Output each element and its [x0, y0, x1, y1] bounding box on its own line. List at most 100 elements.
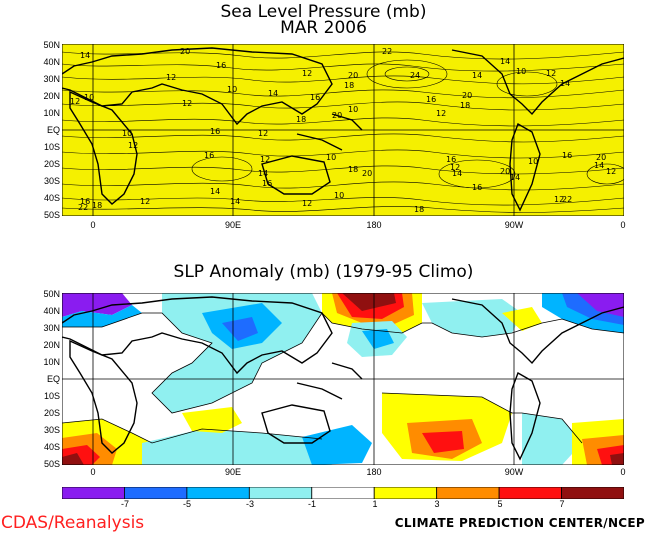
colorbar-label: 7 [559, 499, 565, 509]
contour-label: 18 [414, 205, 424, 214]
contour-label: 16 [262, 179, 272, 188]
contour-label: 14 [230, 197, 240, 206]
lat-label: 20S [43, 159, 60, 169]
lat-label: EQ [46, 374, 60, 384]
colorbar-label: -5 [182, 499, 191, 509]
contour-label: 18 [460, 101, 470, 110]
colorbar-label: 5 [497, 499, 503, 509]
contour-label: 12 [302, 199, 312, 208]
contour-label: 12 [606, 167, 616, 176]
contour-label: 10 [334, 191, 344, 200]
contour-label: 12 [140, 197, 150, 206]
contour-label: 14 [210, 187, 220, 196]
contour-label: 20 [332, 111, 342, 120]
contour-label: 12 [546, 69, 556, 78]
contour-label: 10 [227, 85, 237, 94]
contour-label: 20 [500, 167, 510, 176]
contour-label: 14 [594, 161, 604, 170]
contour-label: 12 [260, 155, 270, 164]
lat-label: 30S [43, 176, 60, 186]
lat-label: 10S [43, 391, 60, 401]
contour-label: 12 [302, 69, 312, 78]
lat-label: 30S [43, 425, 60, 435]
slp-anomaly-map [62, 293, 624, 465]
anomaly-colorbar [62, 487, 624, 499]
lat-label: 20S [43, 408, 60, 418]
contour-label: 14 [560, 79, 570, 88]
colorbar-swatch [62, 487, 125, 499]
top-map-title: Sea Level Pressure (mb) [220, 2, 427, 22]
contour-label: 22 [562, 195, 572, 204]
contour-label: 14 [452, 169, 462, 178]
lat-label: 50N [43, 289, 60, 299]
lon-label: 0 [90, 467, 96, 477]
lat-label: 40N [43, 306, 60, 316]
top-map-subtitle: MAR 2006 [280, 18, 367, 38]
contour-label: 16 [216, 61, 226, 70]
colorbar-swatch [498, 487, 562, 499]
lat-label: 50N [43, 40, 60, 50]
contour-label: 10 [528, 157, 538, 166]
lon-label: 0 [90, 220, 96, 230]
contour-label: 12 [166, 73, 176, 82]
lon-label: 90W [504, 467, 524, 477]
lon-label: 0 [620, 220, 626, 230]
colorbar-label: -7 [120, 499, 129, 509]
contour-label: 20 [348, 71, 358, 80]
bottom-map-title: SLP Anomaly (mb) (1979-95 Climo) [173, 262, 474, 282]
contour-label: 12 [70, 97, 80, 106]
lat-label: 30N [43, 74, 60, 84]
contour-label: 20 [180, 47, 190, 56]
lat-label: 20N [43, 340, 60, 350]
contour-label: 12 [436, 109, 446, 118]
contour-label: 12 [128, 141, 138, 150]
lon-label: 90W [504, 220, 524, 230]
contour-label: 12 [554, 195, 564, 204]
lat-label: 30N [43, 323, 60, 333]
lon-label: 90E [224, 220, 241, 230]
lat-label: 10N [43, 108, 60, 118]
colorbar-swatch [248, 487, 313, 499]
lat-label: 10S [43, 142, 60, 152]
lat-label: 40N [43, 57, 60, 67]
lon-label: 90E [224, 467, 241, 477]
lon-label: 0 [620, 467, 626, 477]
lon-label: 180 [366, 467, 382, 477]
lon-label: 180 [366, 220, 382, 230]
colorbar-swatch [311, 487, 375, 499]
contour-label: 16 [562, 151, 572, 160]
contour-label: 20 [362, 169, 372, 178]
contour-label: 22 [78, 203, 88, 212]
colorbar-label: 1 [372, 499, 378, 509]
cpc-credit: CLIMATE PREDICTION CENTER/NCEP [394, 516, 645, 530]
contour-label: 16 [426, 95, 436, 104]
contour-label: 14 [258, 169, 268, 178]
colorbar-label: 3 [434, 499, 440, 509]
lat-label: 50S [43, 210, 60, 220]
contour-label: 18 [348, 165, 358, 174]
lat-label: 50S [43, 459, 60, 469]
contour-label: 10 [326, 153, 336, 162]
contour-label: 14 [80, 51, 90, 60]
contour-label: 16 [210, 127, 220, 136]
colorbar-label: -1 [307, 499, 316, 509]
lat-label: 10N [43, 357, 60, 367]
contour-label: 18 [344, 81, 354, 90]
contour-label: 20 [462, 91, 472, 100]
colorbar-swatch [373, 487, 438, 499]
contour-label: 16 [204, 151, 214, 160]
contour-label: 14 [500, 57, 510, 66]
contour-label: 16 [446, 155, 456, 164]
colorbar-swatch [561, 487, 624, 499]
contour-label: 18 [296, 115, 306, 124]
contour-label: 12 [450, 163, 460, 172]
contour-label: 16 [310, 93, 320, 102]
contour-label: 14 [510, 173, 520, 182]
lat-label: 40S [43, 193, 60, 203]
contour-label: 20 [596, 153, 606, 162]
contour-label: 14 [268, 89, 278, 98]
contour-label: 12 [258, 129, 268, 138]
lat-label: 20N [43, 91, 60, 101]
contour-label: 22 [382, 47, 392, 56]
